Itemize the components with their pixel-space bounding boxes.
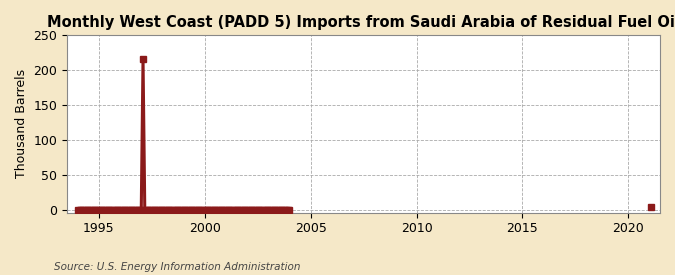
Text: Source: U.S. Energy Information Administration: Source: U.S. Energy Information Administ… — [54, 262, 300, 272]
Y-axis label: Thousand Barrels: Thousand Barrels — [15, 69, 28, 178]
Title: Monthly West Coast (PADD 5) Imports from Saudi Arabia of Residual Fuel Oil: Monthly West Coast (PADD 5) Imports from… — [47, 15, 675, 30]
